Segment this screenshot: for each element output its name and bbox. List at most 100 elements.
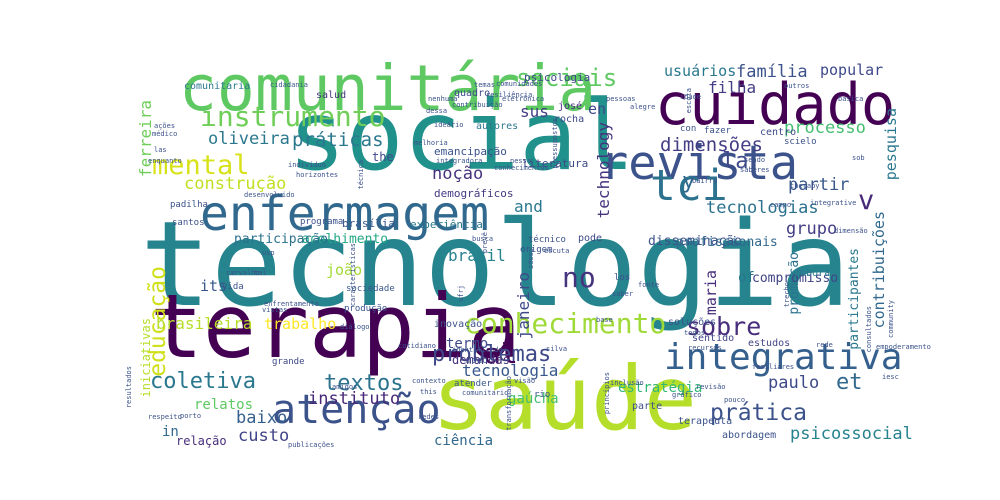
word-estrategia: estratégia [618,380,703,396]
word-enquanto: enquanto [148,157,182,165]
word-cotidiano: cotidiano [398,342,436,350]
word-usp: usp [262,249,275,257]
word-acoes: ações [154,122,176,130]
word-experiencia: experiência [410,218,483,231]
word-therapy: therapy [790,182,820,190]
word-contexto: contexto [412,377,446,385]
word-identificada: identificada [452,346,503,354]
word-sendo: sendo [744,156,766,164]
word-tecnologia: tecnologia [462,361,559,380]
word-v: v [858,185,875,216]
word-ufrj: ufrj [457,285,465,302]
word-psicologia: psicologia [524,71,591,84]
word-paulo: paulo [768,373,820,393]
word-sob: sob [852,154,865,162]
word-iesc: iesc [882,373,899,381]
word-familia: família [736,62,808,82]
word-terapia: terapia [150,275,521,378]
word-al: al [484,337,518,370]
word-gaucha: gaúcha [508,391,559,407]
word-coletiva: coletiva [150,369,256,394]
word-tecnologias: tecnologias [706,198,819,218]
word-revista: revista [600,136,799,191]
word-et: et [836,370,863,395]
word-integradora: integradora [436,157,483,165]
word-campo: campo [770,201,792,209]
word-its: its [200,277,228,295]
word-oliveira: oliveira [208,129,290,149]
word-saude: saúde [432,347,697,450]
word-los: los [614,273,631,283]
word-of: of [738,270,755,286]
word-tci: tci [650,161,728,211]
word-compromisso: compromisso [752,271,839,286]
word-medico: médico [152,130,178,138]
word-bairro: bairro [692,177,718,185]
word-transformacao: transformação [505,376,513,431]
word-comunitaria: comunitária [179,52,597,125]
word-escola: escola [685,88,693,114]
word-resultados: resultados [125,366,133,409]
word-in: in [162,424,179,440]
word-sociais: sociais [516,64,618,92]
word-literatura: literatura [522,157,589,170]
word-pouco: pouco [724,396,746,404]
word-filha: filha [708,78,757,97]
word-inclusao: inclusão [610,379,644,387]
word-centro: centro [760,127,797,138]
word-melhoria: melhoria [414,139,448,147]
word-social: social [288,80,635,192]
word-jose: josé [558,101,583,112]
word-tal: tal [254,269,267,277]
word-participacao: participação [234,232,328,247]
word-profissionais: profissionais [676,235,778,250]
word-textos: textos [324,371,404,396]
word-scielo: scielo [784,137,817,147]
word-joao: joão [326,261,363,279]
word-pode: pode [578,233,603,244]
word-contribuicoes: contribuições [870,211,888,329]
word-maria: maria [702,270,720,316]
word-integrative: integrative [810,199,857,207]
word-and: and [514,197,543,216]
word-grafico: gráfico [672,391,702,399]
word-carvalho: carvalho [226,269,260,277]
word-relatos: relatos [194,397,254,413]
word-iniciativas: iniciativas [139,318,153,398]
word-janeiro: janeiro [514,272,533,340]
word-consultados: consultados [865,306,873,353]
word-rede: rede [816,341,833,349]
word-ideario: ideário [434,121,464,129]
word-horizontes: horizontes [296,171,339,179]
word-cuidado: cuidado [655,72,896,138]
word-visao: visão [514,377,536,385]
word-participantes: participantes [847,248,862,350]
word-silva: silva [546,345,568,353]
word-atender: atender [454,379,492,389]
word-conhecimentos: conhecimentos [494,164,549,172]
word-dialogo: diálogo [340,323,370,331]
word-publicacoes: publicações [288,441,335,449]
word-pratica: prática [710,400,807,426]
word-nessa: nessa [510,157,532,165]
word-instituto: instituto [308,389,401,409]
word-porto: porto [180,412,202,420]
word-relacao: relação [176,434,227,448]
word-saberes: saberes [740,166,770,174]
word-las: las [154,146,167,154]
word-en: en [588,100,607,118]
word-rio: rio [534,390,551,400]
word-santos: santos [172,218,205,228]
word-this: this [420,388,437,396]
word-pressupostos: pressupostos [551,118,559,169]
word-idoso: idoso [527,248,535,270]
word-contribuicao: contribuição [452,101,503,109]
word-custo: custo [238,426,290,446]
word-nocao: noção [432,164,484,184]
word-outros: outros [784,82,810,90]
word-y: y [682,169,696,194]
word-con: con [680,124,697,134]
word-empoderamento: empoderamento [876,343,931,351]
word-technology: technology [594,122,613,219]
word-rocha: rocha [554,114,585,125]
